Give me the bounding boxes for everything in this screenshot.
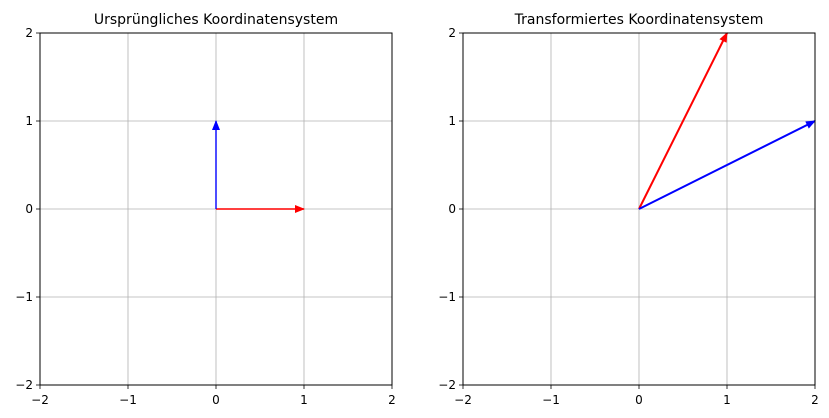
vector-red — [638, 32, 728, 210]
y-tick-label: 1 — [448, 114, 456, 128]
y-tick-label: −2 — [15, 378, 33, 392]
y-tick-label: 0 — [25, 202, 33, 216]
plot-transformed: Transformiertes Koordinatensystem −2 −1 0 1… — [438, 12, 819, 407]
y-tick-label: 2 — [448, 26, 456, 40]
plot-title: Ursprüngliches Koordinatensystem — [94, 12, 338, 28]
x-tick-label: 0 — [212, 393, 220, 407]
vector-blue — [638, 120, 816, 210]
x-tick-label: −2 — [454, 393, 472, 407]
vectors — [638, 32, 816, 210]
x-tick-label: 0 — [635, 393, 643, 407]
vectors — [212, 120, 305, 213]
y-tick-label: −2 — [438, 378, 456, 392]
x-tick-label: −2 — [31, 393, 49, 407]
y-tick-label: 1 — [25, 114, 33, 128]
y-tick-label: 2 — [25, 26, 33, 40]
x-tick-label: 2 — [388, 393, 396, 407]
x-tick-label: −1 — [119, 393, 137, 407]
x-tick-label: 2 — [811, 393, 819, 407]
y-tick-label: −1 — [438, 290, 456, 304]
x-tick-label: 1 — [723, 393, 731, 407]
plot-title: Transformiertes Koordinatensystem — [514, 12, 764, 28]
y-tick-label: 0 — [448, 202, 456, 216]
x-tick-label: 1 — [300, 393, 308, 407]
ticks: −2 −1 0 1 2 −2 −1 0 1 2 — [15, 26, 396, 407]
y-tick-label: −1 — [15, 290, 33, 304]
plot-original: Ursprüngliches Koordinatensystem −2 −1 0 1 2… — [15, 12, 396, 407]
x-tick-label: −1 — [542, 393, 560, 407]
ticks: −2 −1 0 1 2 −2 −1 0 1 2 — [438, 26, 819, 407]
